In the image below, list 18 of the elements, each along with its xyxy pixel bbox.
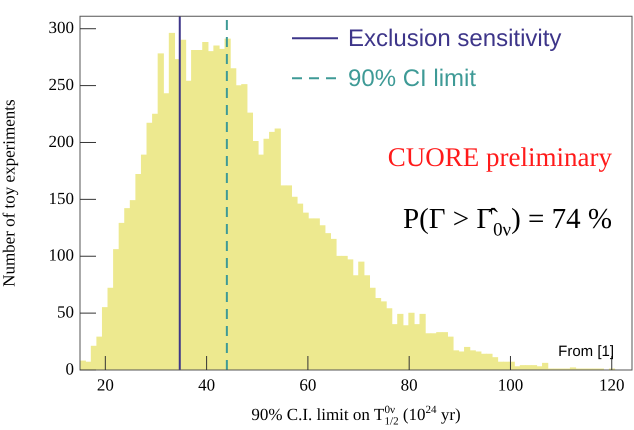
x-tick-label: 60 xyxy=(299,376,316,395)
y-tick-label: 200 xyxy=(48,132,74,151)
x-tick-label: 40 xyxy=(198,376,216,395)
y-tick-label: 100 xyxy=(48,246,74,265)
y-tick-label: 0 xyxy=(66,359,74,378)
annotation: From [1] xyxy=(558,343,614,360)
y-tick-label: 150 xyxy=(48,188,74,208)
y-axis-title: Number of toy experiments xyxy=(0,99,19,287)
x-tick-label: 100 xyxy=(498,376,524,395)
y-tick-label: 250 xyxy=(48,75,74,94)
x-tick-label: 20 xyxy=(96,376,114,395)
y-tick-label: 50 xyxy=(57,302,74,322)
x-tick-label: 120 xyxy=(598,376,624,395)
ref-line-label: 90% CI limit xyxy=(348,65,476,92)
x-tick-label: 80 xyxy=(400,376,418,395)
y-tick-label: 300 xyxy=(48,18,74,38)
annotation: CUORE preliminary xyxy=(388,142,612,172)
ref-line-label: Exclusion sensitivity xyxy=(348,25,562,52)
